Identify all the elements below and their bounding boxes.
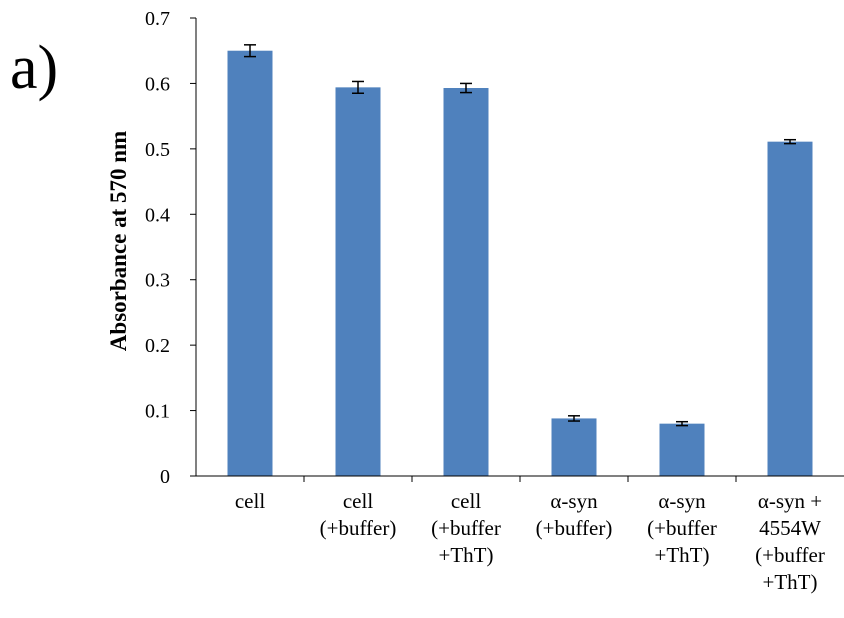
category-label: cell (+buffer) [320,489,397,540]
category-label-line: cell [235,489,265,513]
category-label-line: +ThT) [439,543,494,567]
y-tick-label: 0.6 [145,73,170,95]
bar [659,423,705,476]
y-tick-label: 0 [160,466,170,488]
category-label-line: (+buffer) [536,516,613,540]
category-label-line: α-syn [658,489,706,513]
category-label-line: cell [343,489,373,513]
bars [227,50,813,477]
category-label-line: 4554W [759,516,821,540]
category-label-line: cell [451,489,481,513]
category-label: α-syn (+buffer) [536,489,613,540]
category-labels: cell cell (+buffer) cell (+buffer +ThT) α-syn (… [235,489,825,594]
y-tick-label: 0.7 [145,8,170,30]
bar [227,50,273,476]
y-axis-ticks: 0 0.1 0.2 0.3 0.4 0.5 0.6 0.7 [145,8,196,488]
category-label: α-syn + 4554W (+buffer +ThT) [755,489,825,594]
category-label-line: (+buffer [647,516,717,540]
y-tick-label: 0.4 [145,204,170,226]
y-tick-label: 0.5 [145,139,170,161]
category-label-line: +ThT) [655,543,710,567]
bar [443,88,489,476]
category-label: cell (+buffer +ThT) [431,489,501,567]
category-label-line: (+buffer [755,543,825,567]
axes [195,18,844,482]
category-label-line: (+buffer [431,516,501,540]
y-tick-label: 0.2 [145,335,170,357]
y-tick-label: 0.3 [145,270,170,292]
bar [551,418,597,476]
category-label: cell [235,489,265,513]
category-label-line: α-syn + [758,489,822,513]
panel-label: a) [10,34,58,102]
category-label-line: α-syn [550,489,598,513]
y-tick-label: 0.1 [145,401,170,423]
y-axis-title: Absorbance at 570 nm [106,131,131,351]
category-label-line: (+buffer) [320,516,397,540]
category-label: α-syn (+buffer +ThT) [647,489,717,567]
bar [767,141,813,476]
error-bars [244,44,796,427]
bar [335,87,381,477]
category-label-line: +ThT) [763,570,818,594]
